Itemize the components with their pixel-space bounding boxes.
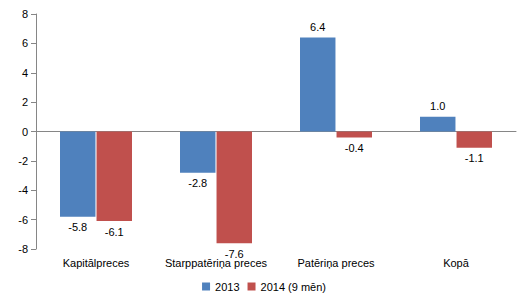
svg-text:Kapitālpreces: Kapitālpreces [63,257,130,269]
svg-text:-7.6: -7.6 [225,248,244,260]
svg-text:-2.8: -2.8 [188,177,207,189]
svg-text:-2: -2 [18,155,28,167]
svg-text:0: 0 [22,126,28,138]
svg-text:2014 (9 mēn): 2014 (9 mēn) [261,281,326,293]
svg-text:2013: 2013 [215,281,239,293]
svg-text:-0.4: -0.4 [345,142,364,154]
svg-text:4: 4 [22,67,28,79]
svg-text:-5.8: -5.8 [68,221,87,233]
svg-text:Starppatēriņa preces: Starppatēriņa preces [165,257,268,269]
svg-text:2: 2 [22,96,28,108]
svg-text:1.0: 1.0 [430,100,445,112]
svg-text:Patēriņa preces: Patēriņa preces [297,257,375,269]
svg-text:-6: -6 [18,214,28,226]
svg-text:8: 8 [22,8,28,20]
svg-text:-8: -8 [18,243,28,255]
svg-text:-1.1: -1.1 [465,152,484,164]
svg-text:Kopā: Kopā [443,257,470,269]
svg-text:-6.1: -6.1 [105,226,124,238]
svg-text:6: 6 [22,37,28,49]
svg-text:6.4: 6.4 [310,21,325,33]
svg-text:-4: -4 [18,184,28,196]
